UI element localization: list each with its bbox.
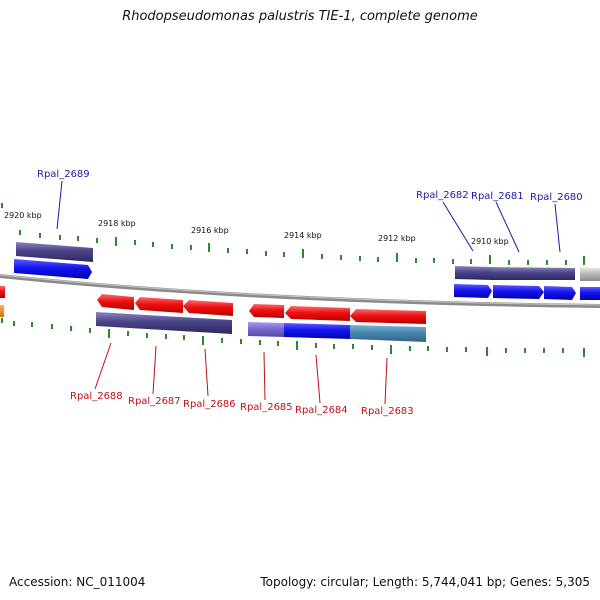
gene-label-rpal-2687[interactable]: Rpal_2687 <box>128 396 181 407</box>
gene-feature-red-edge[interactable] <box>0 286 5 298</box>
gene-feature-rpal-2689-a[interactable] <box>16 242 93 262</box>
scale-label: 2914 kbp <box>284 231 322 240</box>
forward-gene-labels: Rpal_2689 Rpal_2682 Rpal_2681 Rpal_2680 <box>37 169 583 203</box>
gene-feature-rpal-2680[interactable] <box>544 286 576 300</box>
gene-feature-rpal-2684a[interactable] <box>285 306 350 321</box>
gene-feature-blue-2[interactable] <box>493 285 544 299</box>
scale-label: 2920 kbp <box>4 211 42 220</box>
gene-label-rpal-2683[interactable]: Rpal_2683 <box>361 406 414 417</box>
gene-feature-rpal-2684[interactable] <box>284 323 350 339</box>
upper-scale-ticks <box>1 203 585 265</box>
accession-text: Accession: NC_011004 <box>9 575 146 589</box>
gene-feature-rpal-2687[interactable] <box>97 294 134 310</box>
gene-feature-orange-edge[interactable] <box>0 305 4 317</box>
reverse-gene-labels: Rpal_2688 Rpal_2687 Rpal_2686 Rpal_2685 … <box>70 391 414 417</box>
forward-label-leaders <box>56 180 561 253</box>
genome-title: Rhodopseudomonas palustris TIE-1, comple… <box>122 9 478 24</box>
gene-feature-rpal-2683a[interactable] <box>350 309 426 324</box>
gene-feature-gray[interactable] <box>580 268 600 281</box>
gene-feature-rpal-2683[interactable] <box>350 325 426 342</box>
gene-feature-rpal-2686b[interactable] <box>183 300 233 316</box>
scale-labels: 2920 kbp 2918 kbp 2916 kbp 2914 kbp 2912… <box>4 211 509 246</box>
gene-feature-blue-4[interactable] <box>580 287 600 300</box>
gene-label-rpal-2688[interactable]: Rpal_2688 <box>70 391 123 402</box>
reverse-gene-track <box>0 286 426 342</box>
gene-feature-rpal-2682[interactable] <box>455 266 492 280</box>
gene-feature-blue-1[interactable] <box>454 284 492 298</box>
gene-label-rpal-2684[interactable]: Rpal_2684 <box>295 405 348 416</box>
gene-label-rpal-2689[interactable]: Rpal_2689 <box>37 169 90 180</box>
scale-label: 2912 kbp <box>378 234 416 243</box>
gene-label-rpal-2682[interactable]: Rpal_2682 <box>416 190 469 201</box>
gene-label-rpal-2681[interactable]: Rpal_2681 <box>471 191 524 202</box>
scale-label: 2910 kbp <box>471 237 509 246</box>
gene-label-rpal-2680[interactable]: Rpal_2680 <box>530 192 583 203</box>
gene-feature-rpal-2686a[interactable] <box>135 297 183 313</box>
forward-gene-track <box>14 242 600 300</box>
gene-feature-rpal-2685a[interactable] <box>249 304 284 318</box>
genome-backbone-highlight <box>0 274 600 306</box>
genome-backbone <box>0 274 600 308</box>
lower-scale-ticks <box>1 318 585 357</box>
gene-feature-rpal-2685[interactable] <box>248 322 284 337</box>
gene-label-rpal-2686[interactable]: Rpal_2686 <box>183 399 236 410</box>
gene-feature-rpal-2688[interactable] <box>96 312 232 334</box>
scale-label: 2916 kbp <box>191 226 229 235</box>
gene-feature-rpal-2689-b[interactable] <box>14 259 92 279</box>
scale-label: 2918 kbp <box>98 219 136 228</box>
gene-feature-rpal-2681[interactable] <box>492 267 575 280</box>
reverse-label-leaders <box>94 342 388 405</box>
gene-label-rpal-2685[interactable]: Rpal_2685 <box>240 402 293 413</box>
genome-summary-text: Topology: circular; Length: 5,744,041 bp… <box>260 575 590 589</box>
